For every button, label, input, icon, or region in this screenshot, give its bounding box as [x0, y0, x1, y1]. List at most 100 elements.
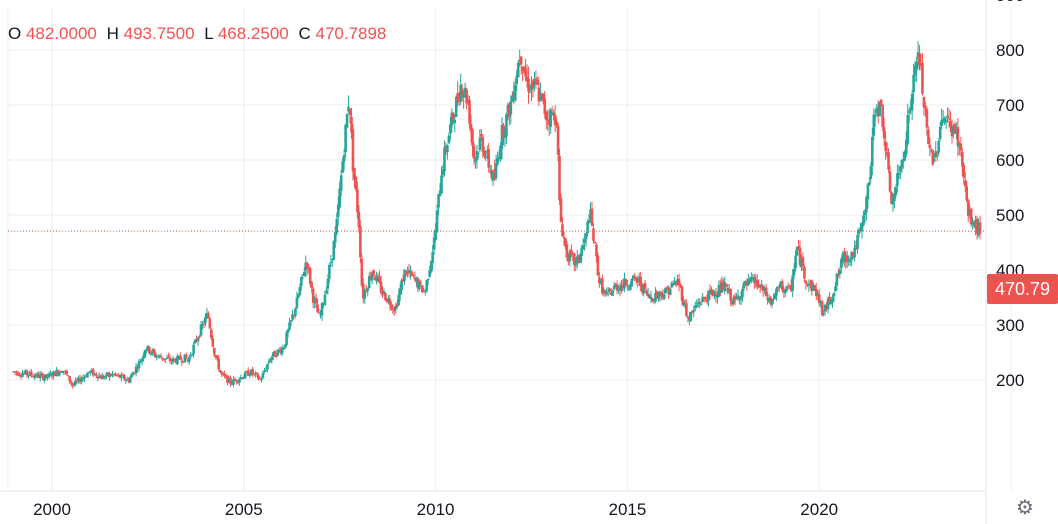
candle-body [21, 373, 24, 377]
candle-body [525, 76, 529, 82]
candle-body [744, 281, 747, 283]
candle-body [193, 339, 197, 344]
candle-body [634, 277, 638, 281]
candle-body [540, 94, 544, 97]
candle-body [537, 87, 541, 102]
candle-body [760, 284, 763, 288]
candle-body [826, 298, 830, 310]
candle-body [848, 260, 852, 262]
candle-body [642, 284, 645, 294]
candle-body [807, 283, 811, 286]
candle-body [899, 166, 902, 172]
candle-body [711, 289, 715, 296]
candle-body [477, 152, 480, 154]
candle-body [888, 171, 892, 192]
candle-body [491, 172, 495, 181]
candle-body [729, 289, 732, 302]
candle-body [16, 372, 20, 376]
candle-body [314, 297, 318, 304]
candle-body [441, 169, 445, 175]
candle-body [462, 94, 465, 98]
candle-body [605, 292, 609, 295]
candle-body [614, 284, 617, 288]
candle-body [578, 254, 582, 263]
candle-body [328, 264, 331, 279]
candle-body [938, 126, 942, 139]
candle-body [931, 150, 935, 165]
candle-body [74, 380, 77, 385]
candle-body [176, 356, 179, 365]
candle-body [701, 296, 704, 302]
candle-body [502, 124, 505, 139]
y-tick-label: 300 [996, 316, 1024, 335]
candle-body [257, 375, 260, 380]
candle-body [139, 361, 142, 363]
candle-body [727, 289, 731, 291]
candle-body [550, 113, 554, 116]
candle-body [311, 288, 315, 303]
candle-body [456, 92, 460, 102]
candle-body [500, 125, 504, 149]
candle-body [772, 299, 775, 301]
candle-body [463, 87, 467, 96]
candle-body [850, 252, 853, 261]
candle-body [596, 255, 600, 276]
candle-body [202, 323, 206, 325]
candle-body [503, 133, 507, 138]
candle-body [22, 373, 26, 375]
candle-body [977, 224, 980, 236]
candle-body [915, 61, 918, 71]
x-tick-label: 2005 [225, 500, 263, 519]
candle-body [72, 384, 76, 386]
candle-body [142, 355, 145, 359]
candle-body [227, 378, 231, 382]
candle-body [851, 252, 855, 257]
candle-body [198, 336, 201, 338]
candle-body [295, 297, 299, 309]
last-price-tag: 470.79 [987, 274, 1058, 304]
candle-body [842, 252, 846, 263]
gear-icon[interactable]: ⚙ [1016, 497, 1034, 519]
candle-body [528, 91, 532, 93]
candle-body [792, 268, 796, 276]
candle-body [291, 314, 294, 320]
candle-body [428, 269, 431, 277]
candle-body [581, 245, 585, 250]
candle-body [705, 299, 709, 303]
candle-body [263, 371, 266, 373]
candle-body [637, 277, 641, 281]
candle-body [124, 379, 128, 381]
candle-body [212, 347, 216, 355]
candle-body [732, 296, 735, 304]
candle-body [127, 378, 131, 383]
candle-body [69, 381, 73, 384]
candle-body [90, 370, 94, 372]
candle-body [683, 303, 687, 306]
candle-body [714, 293, 718, 297]
candle-body [482, 151, 486, 157]
candle-body [834, 286, 837, 292]
candle-body [478, 137, 482, 150]
candle-body [751, 277, 755, 280]
candle-body [317, 312, 321, 314]
candle-body [83, 376, 86, 379]
candle-body [24, 370, 27, 374]
candle-body [490, 169, 493, 179]
candle-body [919, 64, 923, 67]
candle-body [459, 84, 462, 101]
candle-body [869, 166, 873, 180]
candle-body [713, 291, 716, 297]
y-tick-label: 800 [996, 41, 1024, 60]
candle-body [565, 244, 569, 258]
candle-body [658, 291, 662, 297]
candle-body [809, 282, 812, 284]
candle-body [893, 193, 896, 202]
candle-body [519, 56, 523, 65]
candle-body [775, 288, 778, 296]
candle-body [341, 161, 344, 173]
candle-body [567, 255, 570, 262]
candle-body [105, 373, 108, 376]
candle-body [961, 151, 964, 167]
